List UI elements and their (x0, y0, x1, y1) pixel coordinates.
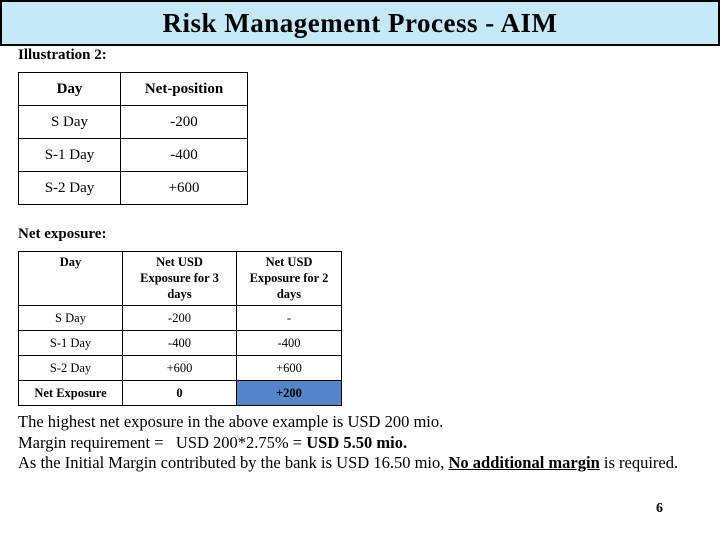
initial-margin-text: As the Initial Margin contributed by the… (18, 453, 449, 472)
table-cell: -200 (120, 105, 248, 139)
table-cell: +600 (120, 171, 248, 205)
no-additional-margin-emphasis: No additional margin (448, 453, 600, 472)
position-table: Day Net-position S Day -200 S-1 Day -400 S-2 D… (18, 72, 248, 205)
margin-requirement-text: Margin requirement = USD 200*2.75% = (18, 432, 307, 452)
column-header: Net USD Exposure for 2 days (236, 251, 342, 306)
header-row: Day Net USD Exposure for 3 days Net USD Ex… (18, 251, 342, 306)
summary-line-2: Margin requirement = USD 200*2.75% = USD… (18, 433, 704, 454)
table-cell: S-1 Day (18, 330, 123, 356)
table-row: S Day -200- (18, 305, 342, 331)
column-header: Day (18, 251, 123, 306)
table-cell: Net Exposure (18, 380, 123, 406)
title-bar: Risk Management Process - AIM (0, 0, 720, 46)
required-text: is required. (599, 453, 679, 472)
table-cell: +600 (122, 355, 237, 381)
header-row: Day Net-position (18, 72, 248, 106)
table-cell: -400 (236, 330, 342, 356)
summary-line-3: As the Initial Margin contributed by the… (18, 453, 704, 474)
table-row: S-1 Day -400 (18, 138, 248, 172)
table-row: S-2 Day +600 (18, 171, 248, 205)
exposure-table: Day Net USD Exposure for 3 days Net USD Ex… (18, 251, 342, 406)
table-cell: -400 (120, 138, 248, 172)
table-row: S-2 Day +600 +600 (18, 355, 342, 381)
summary-line-1: The highest net exposure in the above ex… (18, 412, 444, 431)
highlighted-cell: +200 (236, 380, 342, 406)
table-cell: S-2 Day (18, 355, 123, 381)
table-row: Net Exposure 0 +200 (18, 380, 342, 406)
column-header: Net-position (120, 72, 248, 106)
table-row: S Day -200 (18, 105, 248, 139)
net-exposure-label: Net exposure: (18, 226, 107, 242)
table-cell: S-1 Day (18, 138, 121, 172)
table-row: S-1 Day -400 -400 (18, 330, 342, 356)
table-cell: S Day (18, 305, 123, 331)
table-cell: -200 (122, 305, 237, 331)
table-cell: +600 (236, 355, 342, 381)
table-cell: -400 (122, 330, 237, 356)
illustration-label: Illustration 2: (18, 47, 107, 63)
page-number: 6 (656, 501, 663, 516)
table-cell: 0 (122, 380, 237, 406)
slide-title: Risk Management Process - AIM (162, 7, 558, 38)
column-header: Day (18, 72, 121, 106)
summary-paragraph: The highest net exposure in the above ex… (18, 412, 704, 474)
table-cell: S-2 Day (18, 171, 121, 205)
margin-amount-bold: USD 5.50 mio. (306, 432, 408, 452)
column-header: Net USD Exposure for 3 days (122, 251, 237, 306)
table-cell: S Day (18, 105, 121, 139)
table-cell: - (236, 305, 342, 331)
